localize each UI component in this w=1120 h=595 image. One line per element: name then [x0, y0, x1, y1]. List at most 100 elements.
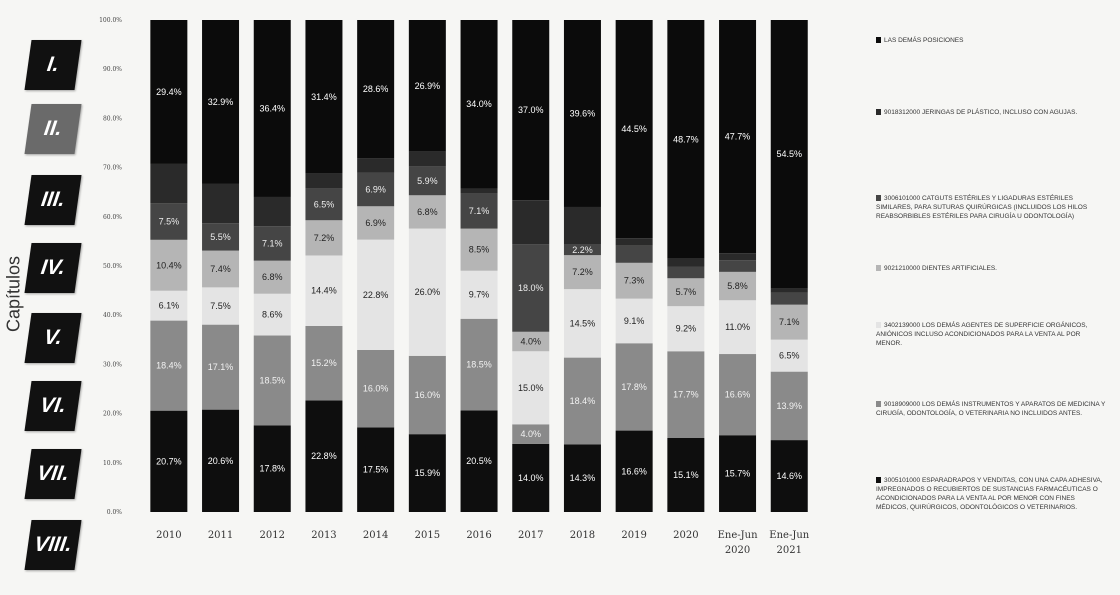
chapter-tab-7: VII. [24, 449, 82, 499]
data-label: 26.9% [415, 81, 441, 91]
bar-segment [357, 172, 395, 207]
data-label: 7.1% [469, 206, 490, 216]
bar-segment [460, 318, 498, 411]
bar-segment [408, 166, 446, 196]
legend-swatch [876, 477, 881, 483]
bar-segment [719, 20, 757, 254]
bar-segment [770, 339, 808, 372]
bar-segment [512, 331, 550, 352]
bar-segment [357, 349, 395, 428]
legend-swatch [876, 401, 881, 407]
data-label: 14.4% [311, 286, 337, 296]
bar-segment [253, 425, 291, 512]
data-label: 15.7% [725, 469, 751, 479]
bar-segment [460, 410, 498, 512]
data-label: 17.8% [621, 382, 647, 392]
bar-segment [202, 183, 240, 224]
data-label: 18.0% [518, 283, 544, 293]
data-label: 7.1% [779, 317, 800, 327]
bar-segment [305, 173, 343, 189]
bar-segment [512, 351, 550, 425]
bar-segment [770, 288, 808, 293]
data-label: 22.8% [311, 451, 337, 461]
data-label: 16.6% [621, 466, 647, 476]
legend-label: 9021210000 DIENTES ARTIFICIALES. [884, 265, 997, 272]
chapter-tab-5: V. [24, 313, 82, 363]
bar-segment [770, 440, 808, 512]
bar-segment [512, 443, 550, 512]
data-label: 7.2% [572, 267, 593, 277]
bar-segment [719, 300, 757, 355]
legend-label: 9018312000 JERINGAS DE PLÁSTICO, INCLUSO… [884, 109, 1078, 116]
data-label: 14.6% [776, 471, 802, 481]
legend-item: 9018312000 JERINGAS DE PLÁSTICO, INCLUSO… [876, 108, 1108, 117]
bar-segment [460, 193, 498, 229]
y-tick-label: 60.0% [103, 214, 122, 221]
bar-segment [305, 325, 343, 401]
legend-label: 9018909000 LOS DEMÁS INSTRUMENTOS Y APAR… [876, 401, 1106, 417]
data-label: 29.4% [156, 87, 182, 97]
bar-segment [253, 20, 291, 197]
data-label: 9.2% [676, 324, 697, 334]
data-label: 39.6% [570, 108, 596, 118]
bar-segment [667, 278, 705, 307]
bar-segment [305, 255, 343, 326]
data-label: 18.4% [570, 396, 596, 406]
y-tick-label: 80.0% [103, 115, 122, 122]
data-label: 17.7% [673, 390, 699, 400]
data-label: 9.7% [469, 290, 490, 300]
x-tick-label: 2010 [156, 530, 181, 541]
data-label: 15.9% [415, 468, 441, 478]
legend-label: 3402139000 LOS DEMÁS AGENTES DE SUPERFIC… [876, 322, 1088, 347]
bar-segment [202, 409, 240, 512]
bar-segment [357, 239, 395, 350]
data-label: 7.1% [262, 238, 283, 248]
legend-item: 9018909000 LOS DEMÁS INSTRUMENTOS Y APAR… [876, 400, 1108, 418]
bar-segment [150, 163, 188, 204]
bar-segment [512, 20, 550, 201]
data-label: 32.9% [208, 97, 234, 107]
data-label: 48.7% [673, 134, 699, 144]
bar-segment [253, 293, 291, 336]
x-tick-label: 2019 [621, 530, 646, 541]
legend-item: 3005101000 ESPARADRAPOS Y VENDITAS, CON … [876, 476, 1108, 512]
bar-segment [408, 195, 446, 229]
x-tick-label: Ene-Jun 2020 [718, 530, 758, 556]
bar-segment [615, 298, 653, 344]
bar-segment [512, 200, 550, 245]
bar-segment [667, 438, 705, 512]
bar-segment [460, 270, 498, 319]
data-label: 14.5% [570, 318, 596, 328]
y-tick-label: 30.0% [103, 361, 122, 368]
data-label: 13.9% [776, 401, 802, 411]
data-label: 17.1% [208, 362, 234, 372]
data-label: 5.5% [210, 232, 231, 242]
bar-segment [615, 430, 653, 512]
data-label: 31.4% [311, 92, 337, 102]
bar-segment [202, 223, 240, 251]
chapter-tab-2: II. [24, 104, 82, 154]
legend: LAS DEMÁS POSICIONES 9018312000 JERINGAS … [876, 0, 1116, 595]
bar-segment [357, 427, 395, 512]
bar-segment [253, 260, 291, 294]
data-label: 15.1% [673, 470, 699, 480]
data-label: 18.5% [259, 375, 285, 385]
legend-swatch [876, 37, 881, 43]
y-tick-label: 0.0% [107, 509, 123, 516]
data-label: 6.5% [314, 199, 335, 209]
x-tick-label: 2016 [466, 530, 491, 541]
data-label: 5.9% [417, 176, 438, 186]
y-tick-label: 40.0% [103, 312, 122, 319]
y-tick-label: 20.0% [103, 411, 122, 418]
bar-segment [667, 306, 705, 352]
bar-segment [408, 434, 446, 512]
data-label: 7.4% [210, 264, 231, 274]
legend-label: 3006101000 CATGUTS ESTÉRILES Y LIGADURAS… [876, 195, 1088, 220]
x-axis: 2010 2011 2012 2013 2014 2015 2016 2017 2018 2019… [156, 530, 810, 556]
bar-segment [202, 250, 240, 288]
data-label: 20.6% [208, 456, 234, 466]
bar-segment [719, 435, 757, 512]
bar-segment [563, 244, 601, 256]
data-label: 16.6% [725, 390, 751, 400]
chapter-tab-1: I. [24, 40, 82, 90]
